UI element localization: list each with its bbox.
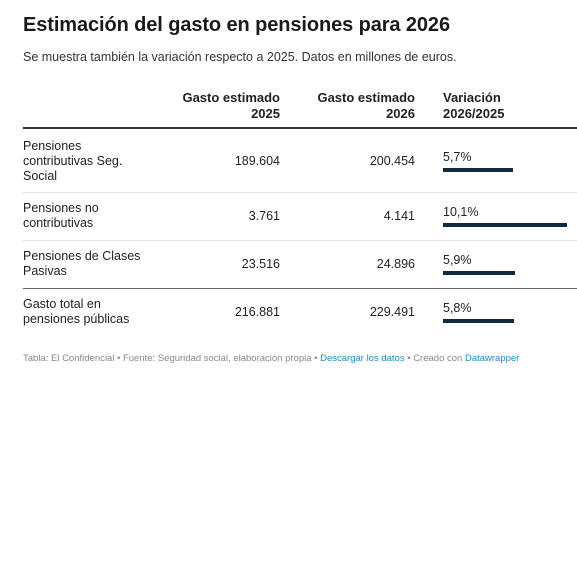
row-label: Pensiones contributivas Seg. Social	[23, 139, 163, 184]
chart-subtitle: Se muestra también la variación respecto…	[23, 50, 457, 64]
value-2026: 229.491	[369, 304, 415, 319]
variation-label: 5,7%	[443, 150, 472, 164]
download-data-link[interactable]: Descargar los datos	[320, 353, 405, 364]
header-variacion-line2: 2026/2025	[443, 106, 505, 121]
variation-bar	[443, 168, 513, 172]
row-label-line: Social	[23, 169, 58, 183]
header-variacion-line1: Variación	[443, 90, 501, 105]
header-gasto-2026-line1: Gasto estimado	[317, 90, 415, 105]
variation-label: 5,8%	[443, 301, 472, 315]
row-divider	[23, 288, 577, 289]
variation-cell: 5,8%	[443, 301, 514, 323]
row-label-line: Gasto total en	[23, 297, 101, 311]
value-2025: 23.516	[241, 256, 280, 271]
header-gasto-2026[interactable]: Gasto estimado 2026	[309, 90, 415, 122]
value-2025: 3.761	[248, 208, 280, 223]
variation-bar	[443, 271, 515, 275]
row-label-line: pensiones públicas	[23, 312, 130, 326]
row-label: Pensiones de Clases Pasivas	[23, 249, 163, 279]
variation-label: 5,9%	[443, 253, 472, 267]
row-label-line: Pasivas	[23, 264, 67, 278]
footer-source: Tabla: El Confidencial • Fuente: Segurid…	[23, 353, 321, 364]
header-variacion[interactable]: Variación 2026/2025	[443, 90, 563, 122]
row-label: Gasto total en pensiones públicas	[23, 297, 163, 327]
variation-cell: 5,9%	[443, 253, 515, 275]
variation-cell: 5,7%	[443, 150, 513, 172]
value-2026: 200.454	[369, 154, 415, 168]
header-gasto-2026-line2: 2026	[386, 106, 415, 121]
row-label-line: contributivas	[23, 216, 94, 230]
row-divider	[23, 192, 577, 193]
row-label-line: Pensiones de Clases	[23, 249, 141, 263]
variation-label: 10,1%	[443, 205, 479, 219]
row-label: Pensiones no contributivas	[23, 201, 163, 231]
value-2026: 24.896	[376, 256, 415, 271]
footer-created-with: • Creado con	[404, 353, 465, 364]
row-label-line: contributivas Seg.	[23, 154, 123, 168]
row-label-line: Pensiones no	[23, 201, 99, 215]
value-2026: 4.141	[383, 208, 415, 223]
row-divider	[23, 240, 577, 241]
value-2025: 216.881	[234, 304, 280, 319]
variation-bar	[443, 319, 514, 323]
variation-cell: 10,1%	[443, 205, 567, 227]
row-label-line: Pensiones	[23, 139, 82, 153]
header-rule	[23, 127, 577, 129]
chart-footer: Tabla: El Confidencial • Fuente: Segurid…	[23, 353, 519, 364]
datawrapper-link[interactable]: Datawrapper	[464, 353, 520, 364]
header-gasto-2025[interactable]: Gasto estimado 2025	[173, 90, 280, 122]
variation-bar	[443, 223, 567, 227]
chart-title: Estimación del gasto en pensiones para 2…	[23, 14, 450, 36]
header-gasto-2025-line2: 2025	[251, 106, 280, 121]
header-gasto-2025-line1: Gasto estimado	[182, 90, 280, 105]
value-2025: 189.604	[234, 154, 280, 168]
